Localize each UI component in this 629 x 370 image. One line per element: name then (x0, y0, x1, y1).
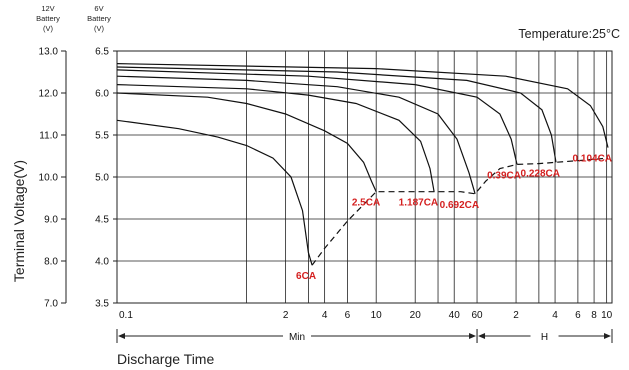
y-axis-label: Terminal Voltage(V) (11, 160, 27, 282)
left-axis-header: 12V Battery (V) (36, 4, 60, 33)
x-axis-label: Discharge Time (117, 351, 214, 367)
segment-arrow (469, 333, 477, 339)
left-axis-header-line: 12V (41, 4, 54, 13)
segment-label: H (541, 332, 548, 343)
x-tick-label: 6 (575, 310, 581, 321)
right-tick-label: 5.5 (95, 131, 109, 142)
discharge-rate-label: 0.228CA (521, 168, 560, 179)
left-tick-label: 10.0 (39, 173, 59, 184)
discharge-rate-label: 0.104CA (573, 154, 612, 165)
x-tick-label: 20 (410, 310, 422, 321)
time-unit-segments: Min H (116, 329, 613, 343)
discharge-rate-label: 0.39CA (487, 170, 521, 181)
discharge-rate-label: 2.5CA (352, 198, 380, 209)
right-tick-label: 4.5 (95, 215, 109, 226)
discharge-rate-labels: 6CA 2.5CA 1.187CA 0.692CA 0.39CA 0.228CA 0.104… (296, 154, 612, 283)
x-tick-label: 10 (371, 310, 383, 321)
left-tick-label: 12.0 (39, 89, 59, 100)
x-tick-label: 0.1 (119, 310, 133, 321)
right-tick-label: 6.5 (95, 47, 109, 58)
x-tick-label: 2 (283, 310, 289, 321)
right-axis-ticks: 6.5 6.0 5.5 5.0 4.5 4.0 3.5 (95, 47, 117, 310)
right-tick-label: 3.5 (95, 299, 109, 310)
discharge-rate-label: 6CA (296, 271, 316, 282)
left-tick-label: 9.0 (44, 215, 58, 226)
discharge-rate-label: 0.692CA (440, 200, 479, 211)
x-tick-label: 6 (345, 310, 351, 321)
left-axis-header-line: (V) (43, 24, 54, 33)
x-tick-label: 40 (449, 310, 461, 321)
right-axis-header: 6V Battery (V) (87, 4, 111, 33)
discharge-curve (116, 119, 313, 266)
discharge-curve (116, 63, 609, 148)
plot-frame (116, 50, 613, 304)
temperature-label: Temperature:25°C (518, 27, 620, 41)
discharge-curve (116, 75, 476, 194)
cutoff-voltage-line (311, 157, 609, 266)
segment-arrow (118, 333, 125, 339)
right-tick-label: 6.0 (95, 89, 109, 100)
discharge-curves (116, 63, 609, 266)
discharge-curve (116, 92, 377, 192)
discharge-rate-label: 1.187CA (399, 198, 438, 209)
right-axis-header-line: Battery (87, 14, 111, 23)
right-axis-header-line: 6V (94, 4, 103, 13)
segment-arrow (478, 333, 486, 339)
right-tick-label: 5.0 (95, 173, 109, 184)
left-axis-header-line: Battery (36, 14, 60, 23)
discharge-curve (116, 66, 557, 163)
x-tick-label: 10 (601, 310, 613, 321)
right-tick-label: 4.0 (95, 257, 109, 268)
x-axis-ticks: 0.1 2 4 6 10 20 40 60 2 4 6 8 10 (119, 310, 613, 321)
left-tick-label: 7.0 (44, 299, 58, 310)
left-axis-ticks: 13.0 12.0 11.0 10.0 9.0 8.0 7.0 (39, 47, 67, 310)
x-tick-label: 60 (471, 310, 483, 321)
right-axis-header-line: (V) (94, 24, 105, 33)
left-tick-label: 13.0 (39, 47, 59, 58)
left-tick-label: 8.0 (44, 257, 58, 268)
x-tick-label: 2 (513, 310, 519, 321)
x-tick-label: 4 (322, 310, 328, 321)
x-tick-label: 8 (591, 310, 597, 321)
segment-label: Min (289, 332, 305, 343)
x-tick-label: 4 (552, 310, 558, 321)
left-tick-label: 11.0 (39, 131, 58, 142)
discharge-curve (116, 84, 435, 192)
segment-arrow (604, 333, 611, 339)
discharge-curve (116, 69, 518, 165)
